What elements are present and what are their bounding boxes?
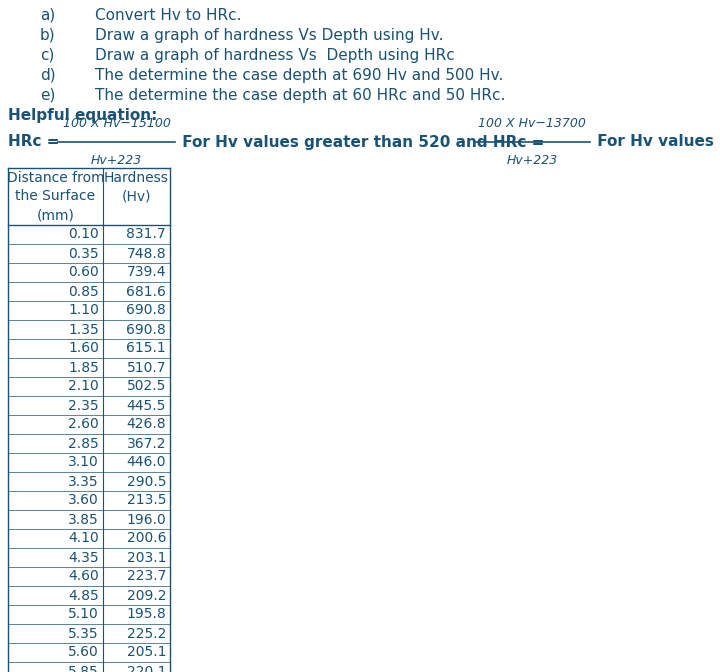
Text: 203.1: 203.1 bbox=[127, 550, 166, 564]
Text: 4.35: 4.35 bbox=[68, 550, 99, 564]
Text: 205.1: 205.1 bbox=[127, 646, 166, 659]
Text: 446.0: 446.0 bbox=[127, 456, 166, 470]
Text: For Hv values greater than 520 and HRc =: For Hv values greater than 520 and HRc = bbox=[177, 134, 549, 149]
Text: 5.85: 5.85 bbox=[68, 665, 99, 672]
Text: 4.60: 4.60 bbox=[68, 569, 99, 583]
Text: 5.35: 5.35 bbox=[68, 626, 99, 640]
Text: 0.85: 0.85 bbox=[68, 284, 99, 298]
Text: e): e) bbox=[40, 88, 55, 103]
Text: 5.60: 5.60 bbox=[68, 646, 99, 659]
Text: 2.85: 2.85 bbox=[68, 437, 99, 450]
Text: 0.10: 0.10 bbox=[68, 228, 99, 241]
Text: 225.2: 225.2 bbox=[127, 626, 166, 640]
Text: 2.10: 2.10 bbox=[68, 380, 99, 394]
Text: For Hv values between 200 and 520.: For Hv values between 200 and 520. bbox=[592, 134, 720, 149]
Text: c): c) bbox=[40, 48, 55, 63]
Text: 445.5: 445.5 bbox=[127, 398, 166, 413]
Text: 100 X Hv−15100: 100 X Hv−15100 bbox=[63, 117, 171, 130]
Text: 2.60: 2.60 bbox=[68, 417, 99, 431]
Text: Draw a graph of hardness Vs Depth using Hv.: Draw a graph of hardness Vs Depth using … bbox=[95, 28, 444, 43]
Text: 4.85: 4.85 bbox=[68, 589, 99, 603]
Text: 739.4: 739.4 bbox=[127, 265, 166, 280]
Text: Hv+223: Hv+223 bbox=[506, 154, 557, 167]
Text: 3.10: 3.10 bbox=[68, 456, 99, 470]
Text: 220.1: 220.1 bbox=[127, 665, 166, 672]
Text: 748.8: 748.8 bbox=[127, 247, 166, 261]
Text: d): d) bbox=[40, 68, 55, 83]
Text: 690.8: 690.8 bbox=[126, 304, 166, 317]
Text: a): a) bbox=[40, 8, 55, 23]
Text: 510.7: 510.7 bbox=[127, 360, 166, 374]
Text: the Surface: the Surface bbox=[15, 190, 96, 204]
Text: 1.85: 1.85 bbox=[68, 360, 99, 374]
Text: 681.6: 681.6 bbox=[126, 284, 166, 298]
Text: 831.7: 831.7 bbox=[127, 228, 166, 241]
Text: (Hv): (Hv) bbox=[122, 190, 151, 204]
Text: 290.5: 290.5 bbox=[127, 474, 166, 489]
Text: 4.10: 4.10 bbox=[68, 532, 99, 546]
Text: 100 X Hv−13700: 100 X Hv−13700 bbox=[478, 117, 586, 130]
Text: HRc =: HRc = bbox=[8, 134, 65, 149]
Text: 1.35: 1.35 bbox=[68, 323, 99, 337]
Text: 196.0: 196.0 bbox=[126, 513, 166, 526]
Text: 615.1: 615.1 bbox=[126, 341, 166, 355]
Text: Hv+223: Hv+223 bbox=[91, 154, 142, 167]
Text: The determine the case depth at 60 HRc and 50 HRc.: The determine the case depth at 60 HRc a… bbox=[95, 88, 505, 103]
Text: 426.8: 426.8 bbox=[127, 417, 166, 431]
Text: 223.7: 223.7 bbox=[127, 569, 166, 583]
Text: 3.35: 3.35 bbox=[68, 474, 99, 489]
Text: 2.35: 2.35 bbox=[68, 398, 99, 413]
Text: Convert Hv to HRc.: Convert Hv to HRc. bbox=[95, 8, 241, 23]
Text: Distance from: Distance from bbox=[6, 171, 104, 185]
Text: 0.35: 0.35 bbox=[68, 247, 99, 261]
Text: (mm): (mm) bbox=[37, 208, 74, 222]
Text: Helpful equation:: Helpful equation: bbox=[8, 108, 158, 123]
Text: 367.2: 367.2 bbox=[127, 437, 166, 450]
Text: 209.2: 209.2 bbox=[127, 589, 166, 603]
Text: 690.8: 690.8 bbox=[126, 323, 166, 337]
Text: 502.5: 502.5 bbox=[127, 380, 166, 394]
Text: Hardness: Hardness bbox=[104, 171, 169, 185]
Text: 5.10: 5.10 bbox=[68, 607, 99, 622]
Text: 200.6: 200.6 bbox=[127, 532, 166, 546]
Text: The determine the case depth at 690 Hv and 500 Hv.: The determine the case depth at 690 Hv a… bbox=[95, 68, 503, 83]
Text: 195.8: 195.8 bbox=[126, 607, 166, 622]
Text: 0.60: 0.60 bbox=[68, 265, 99, 280]
Text: 3.85: 3.85 bbox=[68, 513, 99, 526]
Text: 3.60: 3.60 bbox=[68, 493, 99, 507]
Text: 1.60: 1.60 bbox=[68, 341, 99, 355]
Text: Draw a graph of hardness Vs  Depth using HRc: Draw a graph of hardness Vs Depth using … bbox=[95, 48, 455, 63]
Text: b): b) bbox=[40, 28, 55, 43]
Text: 1.10: 1.10 bbox=[68, 304, 99, 317]
Text: 213.5: 213.5 bbox=[127, 493, 166, 507]
